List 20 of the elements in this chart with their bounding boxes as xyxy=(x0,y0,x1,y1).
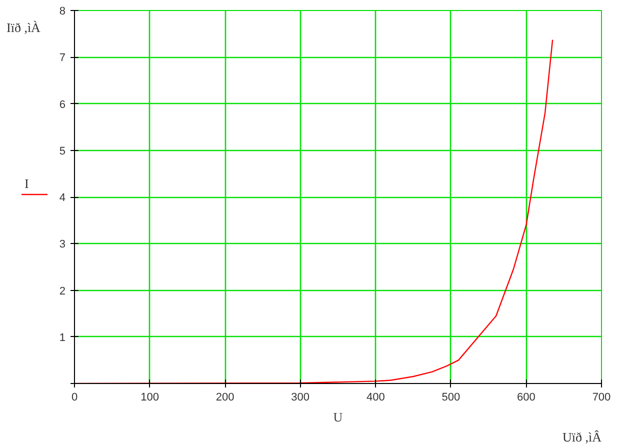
y-tick-label: 1 xyxy=(59,332,66,344)
text: I xyxy=(24,176,29,192)
x-tick-label: 0 xyxy=(71,392,78,404)
y-tick-label: 8 xyxy=(59,6,66,18)
y-tick-label: 6 xyxy=(59,98,66,111)
x-tick-label: 700 xyxy=(592,392,611,404)
y-axis-title: Iïð ,ìÀ xyxy=(6,20,42,35)
x-tick-label: 400 xyxy=(366,392,385,404)
x-axis-title: U xyxy=(333,410,344,424)
x-tick-label: 600 xyxy=(517,392,536,404)
y-tick-label: 7 xyxy=(59,52,66,64)
y-tick-label: 4 xyxy=(59,192,66,204)
x-tick-label: 500 xyxy=(442,392,460,404)
x-tick-label: 100 xyxy=(140,392,159,404)
x-tick-label: 300 xyxy=(291,392,310,404)
y-tick-label: 5 xyxy=(59,145,66,158)
y-tick-label: 2 xyxy=(59,285,66,298)
text: Uïð ,ìÂ xyxy=(562,430,602,444)
x-tick-label: 200 xyxy=(216,392,234,404)
y-tick-label: 3 xyxy=(59,238,66,251)
